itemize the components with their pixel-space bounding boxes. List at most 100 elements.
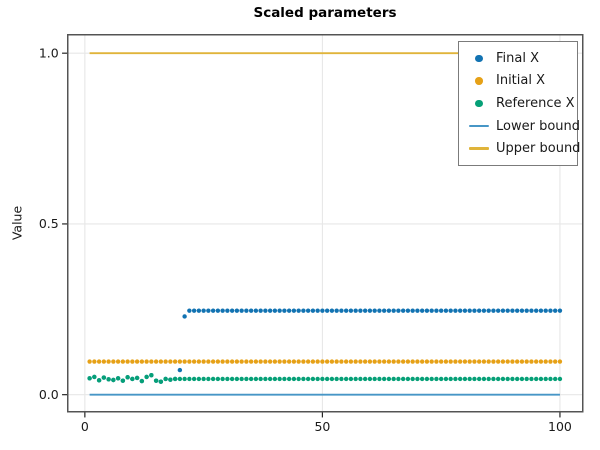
point-final-x — [548, 308, 553, 313]
point-reference-x — [453, 376, 458, 382]
point-reference-x — [415, 376, 420, 382]
point-reference-x — [272, 376, 278, 382]
point-initial-x — [434, 359, 439, 364]
point-initial-x — [191, 359, 197, 364]
point-reference-x — [163, 376, 168, 382]
point-reference-x — [519, 376, 525, 382]
point-final-x — [324, 308, 330, 313]
point-final-x — [438, 308, 444, 313]
point-reference-x — [106, 377, 111, 382]
point-reference-x — [253, 376, 259, 382]
point-final-x — [424, 308, 430, 313]
point-initial-x — [353, 359, 358, 364]
point-initial-x — [419, 359, 425, 364]
point-initial-x — [125, 359, 130, 364]
point-final-x — [339, 308, 344, 313]
point-initial-x — [134, 359, 140, 364]
point-initial-x — [381, 359, 387, 364]
point-initial-x — [239, 359, 244, 364]
point-final-x — [291, 308, 297, 313]
point-final-x — [533, 308, 539, 313]
point-reference-x — [244, 376, 249, 382]
point-reference-x — [177, 376, 183, 382]
point-final-x — [514, 308, 520, 313]
point-final-x — [286, 308, 292, 313]
point-reference-x — [472, 376, 477, 382]
point-reference-x — [557, 376, 563, 382]
point-initial-x — [172, 359, 178, 364]
point-reference-x — [343, 376, 349, 382]
initial-x-dot-icon — [466, 77, 492, 85]
point-initial-x — [410, 359, 415, 364]
point-final-x — [524, 308, 529, 313]
point-reference-x — [491, 376, 496, 382]
point-reference-x — [87, 376, 92, 381]
point-initial-x — [139, 359, 145, 364]
point-reference-x — [101, 375, 107, 380]
point-reference-x — [301, 376, 306, 382]
point-final-x — [229, 308, 235, 313]
point-final-x — [467, 308, 472, 313]
point-initial-x — [358, 359, 363, 364]
point-final-x — [377, 308, 382, 313]
point-initial-x — [220, 359, 225, 364]
point-final-x — [429, 308, 434, 313]
point-initial-x — [552, 359, 558, 364]
point-initial-x — [495, 359, 501, 364]
point-reference-x — [144, 374, 149, 380]
point-final-x — [253, 308, 259, 313]
point-reference-x — [282, 376, 287, 382]
point-initial-x — [377, 359, 382, 364]
point-reference-x — [348, 376, 354, 382]
point-final-x — [201, 308, 206, 313]
point-reference-x — [310, 376, 316, 382]
point-reference-x — [514, 376, 520, 382]
legend-label: Upper bound — [496, 141, 581, 157]
point-final-x — [386, 308, 392, 313]
legend-item-lower-bound: Lower bound — [466, 115, 580, 137]
point-initial-x — [334, 359, 339, 364]
point-final-x — [434, 308, 439, 313]
point-initial-x — [253, 359, 259, 364]
point-initial-x — [339, 359, 344, 364]
point-reference-x — [467, 376, 472, 382]
point-final-x — [220, 308, 225, 313]
y-tick-label: 0.5 — [39, 216, 59, 231]
point-reference-x — [419, 376, 425, 382]
point-reference-x — [139, 378, 145, 384]
point-reference-x — [158, 379, 164, 384]
point-reference-x — [215, 376, 221, 382]
point-initial-x — [215, 359, 221, 364]
point-initial-x — [225, 359, 230, 364]
point-final-x — [282, 308, 287, 313]
point-initial-x — [391, 359, 396, 364]
x-tick-label: 0 — [81, 419, 89, 434]
point-initial-x — [396, 359, 401, 364]
point-initial-x — [291, 359, 297, 364]
point-reference-x — [543, 376, 548, 382]
point-initial-x — [348, 359, 354, 364]
point-final-x — [400, 308, 406, 313]
legend-item-upper-bound: Upper bound — [466, 138, 580, 160]
point-initial-x — [144, 359, 149, 364]
point-reference-x — [125, 375, 130, 380]
point-initial-x — [500, 359, 506, 364]
point-reference-x — [149, 373, 154, 378]
point-final-x — [419, 308, 425, 313]
point-initial-x — [153, 359, 159, 364]
point-reference-x — [377, 376, 382, 382]
point-reference-x — [225, 376, 230, 382]
chart-title: Scaled parameters — [253, 5, 397, 21]
point-reference-x — [438, 376, 444, 382]
point-final-x — [481, 308, 487, 313]
point-initial-x — [514, 359, 520, 364]
point-final-x — [486, 308, 491, 313]
point-initial-x — [305, 359, 311, 364]
point-final-x — [296, 308, 301, 313]
point-initial-x — [206, 359, 211, 364]
point-final-x — [462, 308, 468, 313]
point-final-x — [491, 308, 496, 313]
point-reference-x — [396, 376, 401, 382]
point-initial-x — [286, 359, 292, 364]
